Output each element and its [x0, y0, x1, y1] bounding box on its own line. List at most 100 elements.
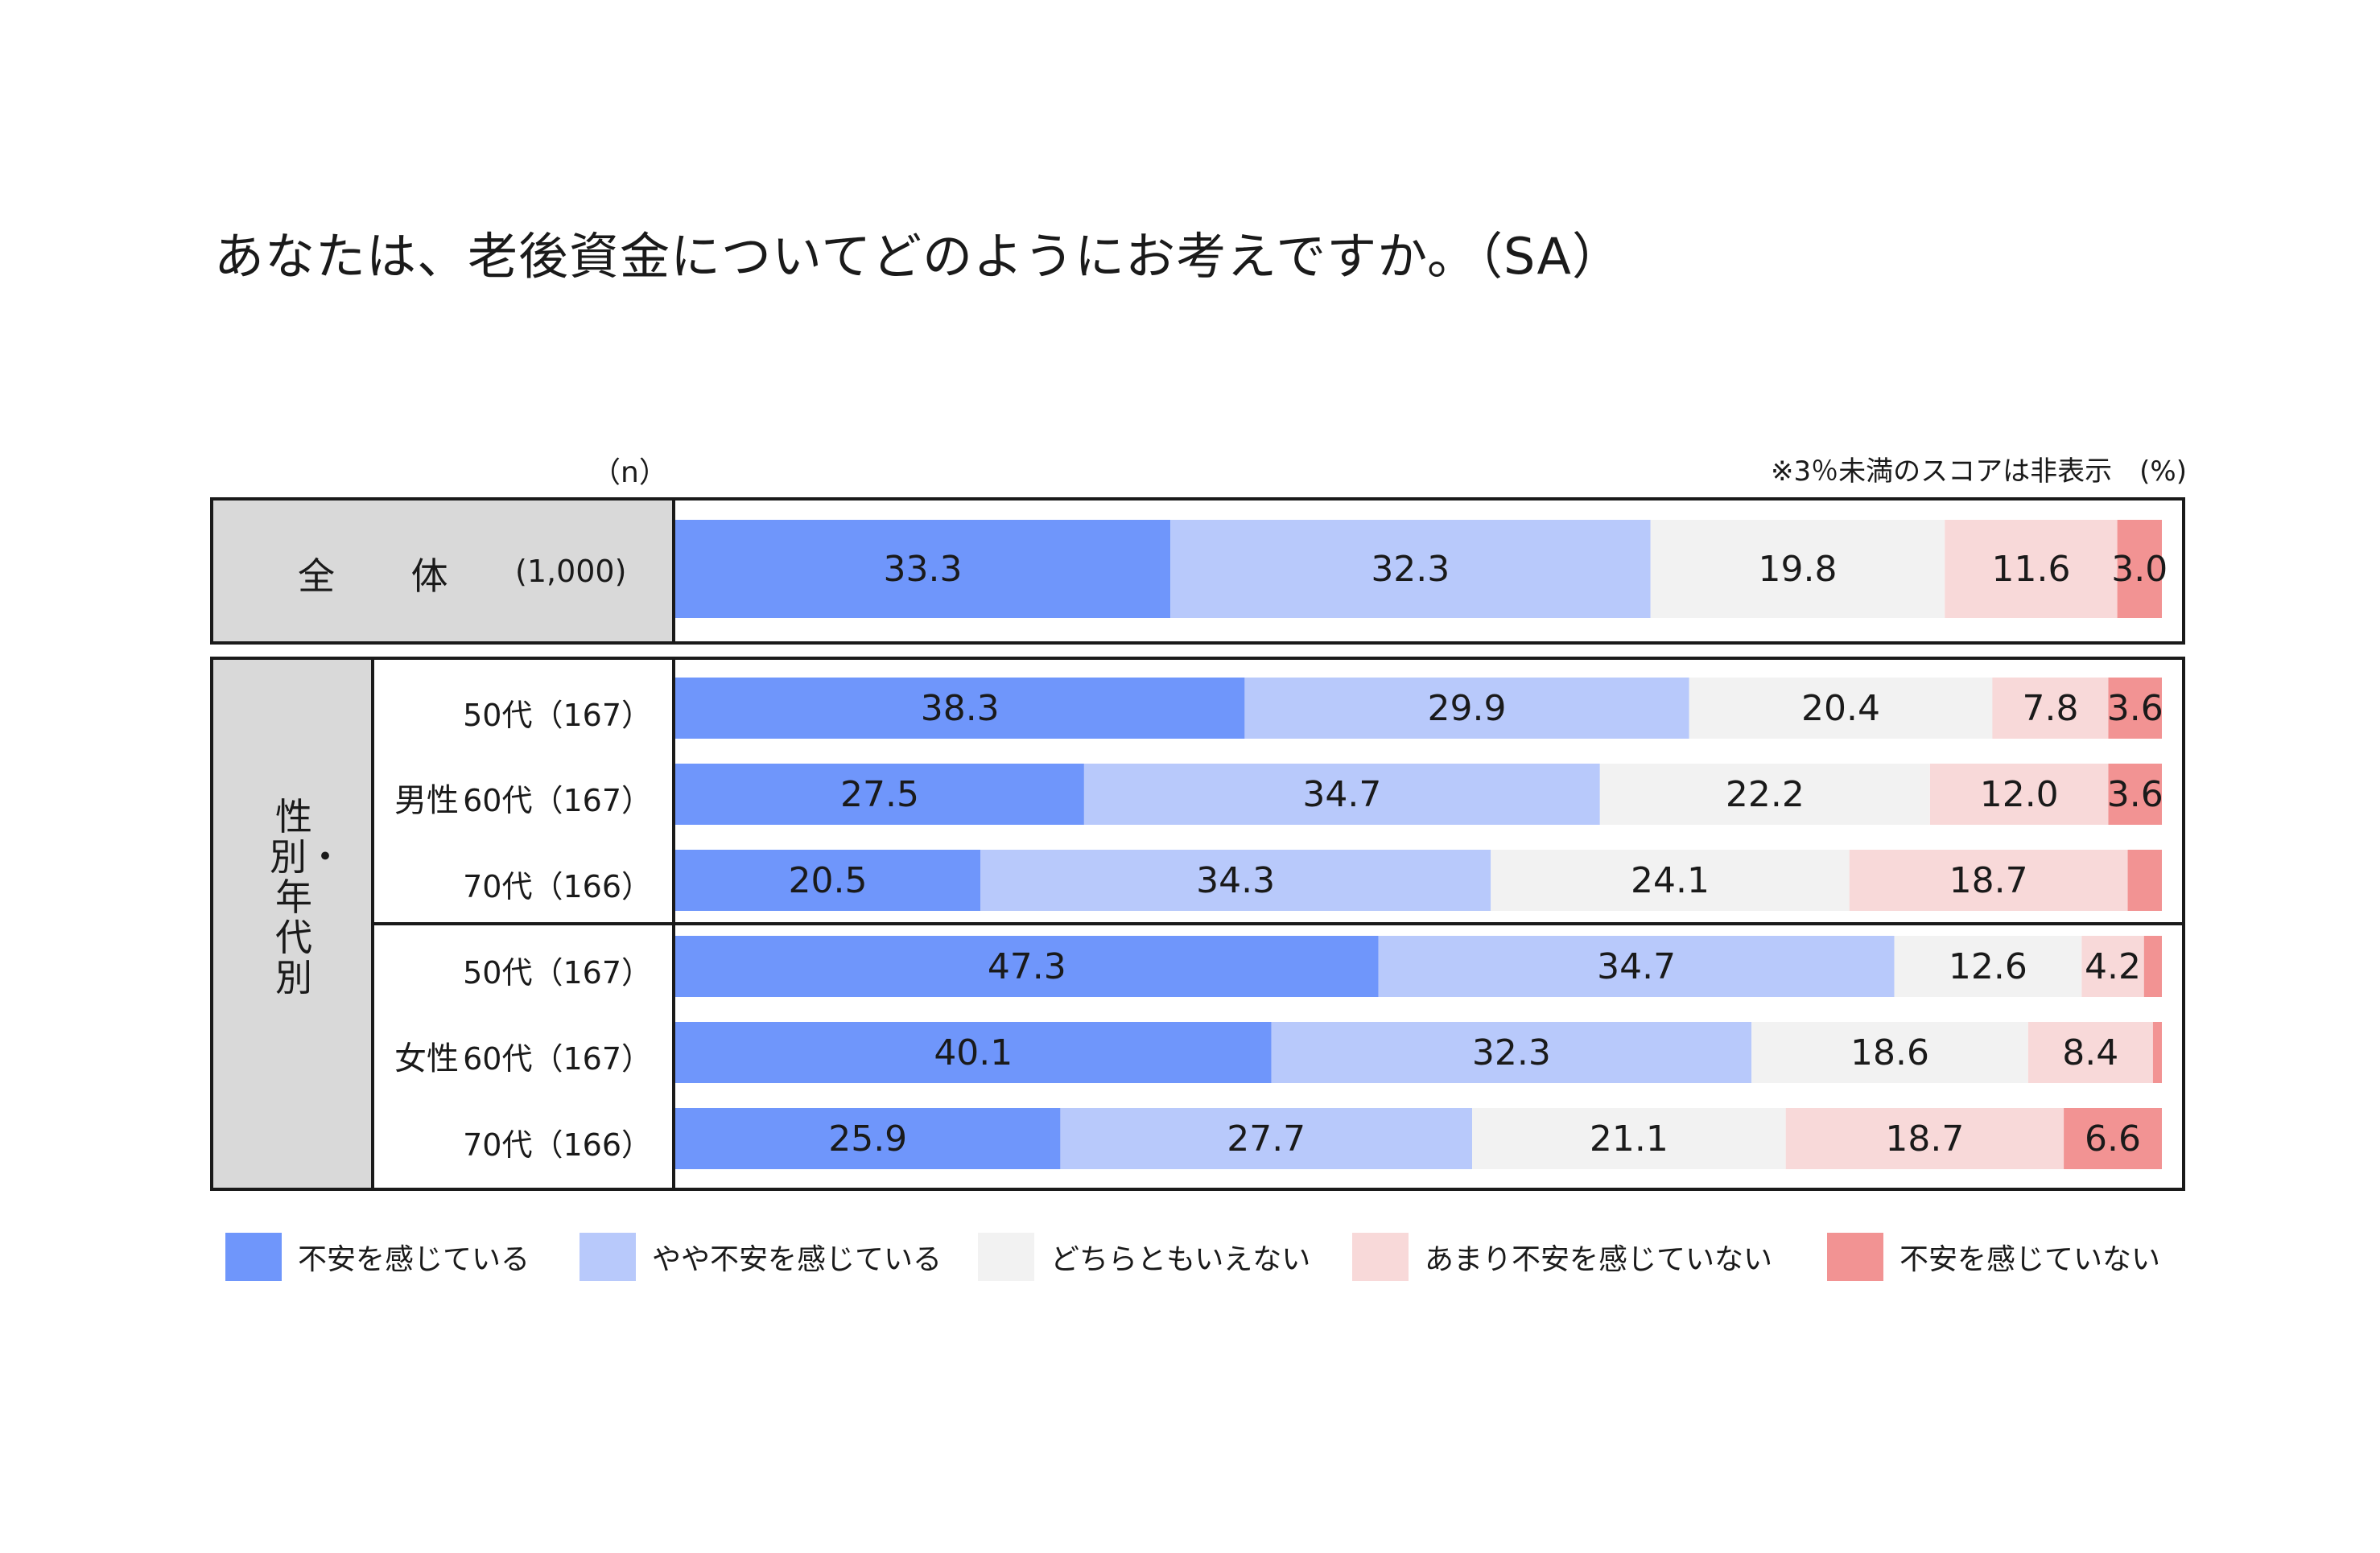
legend-item-3: どちらともいえない — [978, 1231, 1310, 1283]
row-label-female-70s: 70代（166） — [463, 1127, 652, 1163]
bar-label-r1-s4: 3.6 — [2107, 688, 2163, 729]
legend-swatch-2 — [580, 1233, 636, 1281]
bar-segment-r6-s2 — [1472, 1108, 1786, 1169]
bar-label-r5-s1: 32.3 — [1472, 1032, 1551, 1073]
legend-item-4: あまり不安を感じていない — [1352, 1231, 1772, 1283]
n-header: （n） — [592, 456, 668, 489]
gender-divider — [371, 922, 2182, 925]
row-label-male-70s: 70代（166） — [463, 869, 652, 904]
bar-label-r6-s3: 18.7 — [1885, 1118, 1964, 1160]
bar-label-r1-s2: 20.4 — [1801, 688, 1880, 729]
bar-segment-r2-s4 — [2108, 764, 2162, 825]
segment-table-frame — [210, 657, 2185, 1191]
bar-label-r5-s3: 8.4 — [2062, 1032, 2118, 1073]
legend-label-4: あまり不安を感じていない — [1425, 1243, 1773, 1276]
bar-segment-r2-s2 — [1599, 764, 1930, 825]
bar-segment-r6-s4 — [2064, 1108, 2162, 1169]
total-row-label: 全 体 — [298, 554, 481, 598]
bar-segment-r4-s3 — [2081, 936, 2144, 997]
total-label-cell — [213, 501, 675, 641]
bar-label-r2-s0: 27.5 — [840, 774, 919, 815]
gender-female-label: 女性 — [394, 1040, 459, 1077]
bar-segment-r3-s2 — [1491, 850, 1850, 911]
bar-segment-r3-s4 — [2127, 850, 2162, 911]
gender-male-label: 男性 — [394, 782, 459, 819]
bar-segment-r5-s2 — [1751, 1022, 2028, 1083]
bar-label-r6-s4: 6.6 — [2085, 1118, 2141, 1160]
chart-title: あなたは、老後資金についてどのようにお考えですか。（SA） — [214, 227, 1623, 286]
bar-segment-r4-s2 — [1894, 936, 2082, 997]
bar-label-r4-s2: 12.6 — [1949, 946, 2027, 987]
bar-segment-r0-s3 — [1945, 520, 2118, 618]
bar-label-r2-s2: 22.2 — [1726, 774, 1805, 815]
bar-label-r0-s3: 11.6 — [1992, 549, 2071, 590]
bar-label-r3-s3: 18.7 — [1949, 860, 2028, 901]
bar-segment-r1-s0 — [675, 678, 1245, 739]
threshold-note: ※3％未満のスコアは非表示 (%) — [1771, 455, 2187, 488]
bar-label-r3-s1: 34.3 — [1196, 860, 1275, 901]
bar-label-r6-s0: 25.9 — [828, 1118, 907, 1160]
bar-label-r4-s0: 47.3 — [988, 946, 1066, 987]
bar-label-r2-s1: 34.7 — [1302, 774, 1381, 815]
bar-segment-r1-s2 — [1689, 678, 1993, 739]
bar-segment-r5-s4 — [2152, 1022, 2162, 1083]
bar-label-r6-s2: 21.1 — [1590, 1118, 1668, 1160]
bar-segment-r4-s4 — [2143, 936, 2162, 997]
bar-segment-r3-s3 — [1849, 850, 2128, 911]
bar-segment-r5-s1 — [1271, 1022, 1752, 1083]
bar-segment-r1-s4 — [2108, 678, 2162, 739]
legend-swatch-5 — [1827, 1233, 1883, 1281]
bar-segment-r2-s0 — [675, 764, 1084, 825]
bar-segment-r1-s1 — [1244, 678, 1689, 739]
bar-label-r5-s0: 40.1 — [934, 1032, 1013, 1073]
total-table-frame — [210, 497, 2185, 645]
legend-label-3: どちらともいえない — [1050, 1243, 1311, 1276]
bar-segment-r5-s3 — [2027, 1022, 2153, 1083]
legend-item-5: 不安を感じていない — [1827, 1231, 2160, 1283]
bar-segment-r0-s2 — [1650, 520, 1945, 618]
row-label-female-50s: 50代（167） — [463, 955, 652, 991]
bar-label-r1-s1: 29.9 — [1428, 688, 1507, 729]
bar-segment-r5-s0 — [675, 1022, 1272, 1083]
bar-segment-r4-s0 — [675, 936, 1379, 997]
bar-label-r3-s0: 20.5 — [789, 860, 868, 901]
bar-segment-r0-s4 — [2117, 520, 2162, 618]
bar-label-r1-s3: 7.8 — [2023, 688, 2079, 729]
bar-label-r3-s2: 24.1 — [1631, 860, 1710, 901]
bar-label-r4-s1: 34.7 — [1597, 946, 1676, 987]
bar-label-r0-s0: 33.3 — [884, 549, 963, 590]
legend: 不安を感じている やや不安を感じている どちらともいえない あまり不安を感じてい… — [225, 1231, 2189, 1283]
legend-label-2: やや不安を感じている — [652, 1243, 943, 1276]
bar-segment-r0-s1 — [1170, 520, 1651, 618]
bar-label-r2-s3: 12.0 — [1980, 774, 2059, 815]
total-divider — [672, 501, 675, 641]
bar-label-r2-s4: 3.6 — [2107, 774, 2163, 815]
bar-segment-r3-s0 — [675, 850, 980, 911]
bar-segment-r1-s3 — [1992, 678, 2109, 739]
legend-swatch-3 — [978, 1233, 1034, 1281]
legend-label-1: 不安を感じている — [298, 1243, 530, 1276]
row-label-female-60s: 60代（167） — [463, 1041, 652, 1077]
bar-segment-r4-s1 — [1378, 936, 1895, 997]
bar-segment-r2-s1 — [1083, 764, 1600, 825]
bar-label-r0-s4: 3.0 — [2111, 549, 2168, 590]
segment-label-cell — [213, 660, 371, 1188]
bar-segment-r6-s1 — [1060, 1108, 1472, 1169]
bar-segment-r2-s3 — [1929, 764, 2109, 825]
row-label-male-50s: 50代（167） — [463, 698, 652, 733]
bar-segment-r6-s0 — [675, 1108, 1061, 1169]
bar-segment-r6-s3 — [1785, 1108, 2064, 1169]
legend-item-2: やや不安を感じている — [580, 1231, 942, 1283]
bar-label-r0-s1: 32.3 — [1371, 549, 1450, 590]
legend-item-1: 不安を感じている — [225, 1231, 530, 1283]
bar-label-r1-s0: 38.3 — [921, 688, 1000, 729]
bar-label-r0-s2: 19.8 — [1759, 549, 1838, 590]
bar-segment-r0-s0 — [675, 520, 1171, 618]
bar-label-r6-s1: 27.7 — [1227, 1118, 1305, 1160]
legend-label-5: 不安を感じていない — [1899, 1243, 2161, 1276]
legend-swatch-4 — [1352, 1233, 1409, 1281]
bar-segment-r3-s1 — [980, 850, 1491, 911]
bar-label-r5-s2: 18.6 — [1850, 1032, 1929, 1073]
row-label-male-60s: 60代（167） — [463, 783, 652, 818]
